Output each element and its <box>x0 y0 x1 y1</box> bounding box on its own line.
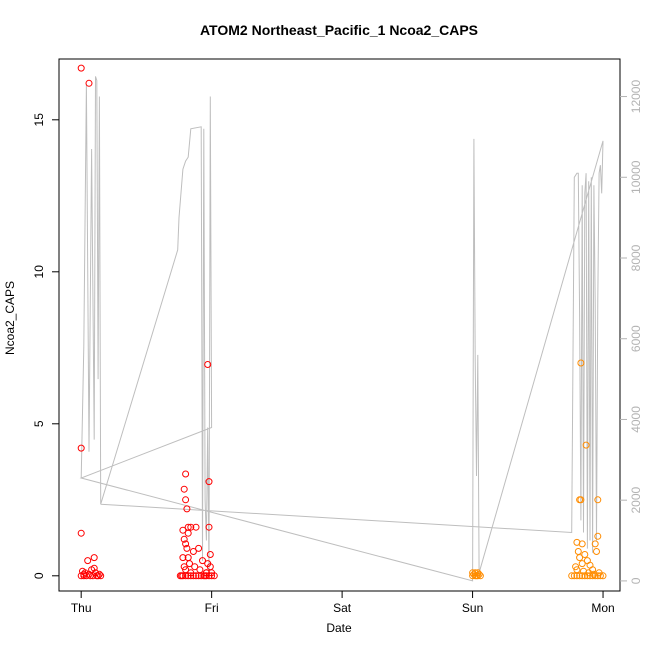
data-point-red <box>208 569 216 577</box>
data-point-orange <box>591 572 599 580</box>
y-tick-label: 10 <box>32 265 46 279</box>
x-tick-label: Sun <box>462 601 483 615</box>
points-layer <box>77 64 607 580</box>
y-axis-right: 0 2000 4000 6000 8000 10000 12000 <box>620 80 643 584</box>
data-point-orange <box>594 532 602 540</box>
data-point-orange <box>599 572 607 580</box>
data-point-red <box>86 572 94 580</box>
data-point-red <box>189 548 197 555</box>
data-point-red <box>90 564 98 572</box>
data-point-orange <box>476 572 484 580</box>
data-point-red <box>195 544 203 552</box>
data-point-red <box>206 551 214 558</box>
y-tick-label: 0 <box>32 572 46 579</box>
data-point-red <box>180 535 188 543</box>
y-tick-label: 5 <box>32 420 46 427</box>
data-point-red <box>184 523 192 531</box>
data-point-red <box>90 554 98 562</box>
data-point-orange <box>471 572 479 580</box>
data-point-red <box>187 572 195 580</box>
data-point-red <box>182 572 190 580</box>
data-point-orange <box>469 572 477 580</box>
data-point-orange <box>594 572 602 580</box>
data-point-orange <box>593 548 600 555</box>
data-point-orange <box>576 554 584 562</box>
data-point-red <box>77 529 85 537</box>
data-point-red <box>189 572 197 580</box>
data-point-orange <box>590 570 598 578</box>
y2-tick-label: 0 <box>629 577 643 584</box>
data-point-red <box>94 572 102 580</box>
data-point-red <box>95 570 103 578</box>
x-tick-label: Fri <box>205 601 219 615</box>
data-point-red <box>179 526 187 534</box>
data-point-orange <box>577 359 585 367</box>
data-point-orange <box>578 572 586 580</box>
data-point-red <box>179 554 187 562</box>
data-point-red <box>196 566 204 574</box>
x-tick-label: Mon <box>591 601 614 615</box>
data-point-orange <box>578 560 586 568</box>
data-point-orange <box>594 496 602 504</box>
secondary-series-line <box>79 76 604 582</box>
y-axis-label: Ncoa2_CAPS <box>3 281 17 355</box>
chart-title: ATOM2 Northeast_Pacific_1 Ncoa2_CAPS <box>200 22 478 38</box>
data-point-red <box>182 470 190 478</box>
x-axis: Thu Fri Sat Sun Mon <box>71 591 615 615</box>
y2-tick-label: 2000 <box>629 487 643 514</box>
data-point-red <box>183 544 191 552</box>
data-point-orange <box>581 551 589 558</box>
x-tick-label: Thu <box>71 601 92 615</box>
x-axis-label: Date <box>326 621 352 635</box>
data-point-red <box>182 496 190 504</box>
data-point-orange <box>578 540 586 548</box>
data-point-orange <box>573 572 581 580</box>
data-point-red <box>199 557 206 565</box>
data-point-red <box>186 560 193 568</box>
data-point-red <box>202 569 210 577</box>
y2-tick-label: 6000 <box>629 325 643 352</box>
y-axis-left: 0 5 10 15 <box>32 113 59 579</box>
data-point-orange <box>474 572 482 580</box>
data-point-red <box>179 572 187 580</box>
y2-tick-label: 8000 <box>629 244 643 271</box>
data-point-red <box>183 505 191 513</box>
data-point-red <box>176 572 184 580</box>
data-point-red <box>77 64 85 72</box>
data-point-orange <box>591 540 599 548</box>
data-point-red <box>77 444 85 452</box>
data-point-red <box>77 572 85 580</box>
data-point-red <box>191 563 199 571</box>
data-point-red <box>192 523 200 531</box>
data-point-red <box>85 79 93 87</box>
data-point-red <box>204 361 212 368</box>
data-point-orange <box>475 570 483 578</box>
plot-frame <box>58 58 621 592</box>
data-point-orange <box>576 572 584 580</box>
x-tick-label: Sat <box>333 601 352 615</box>
data-point-red <box>192 572 200 580</box>
data-point-orange <box>576 496 584 504</box>
data-point-red <box>187 523 195 531</box>
data-point-red <box>84 557 92 565</box>
data-point-red <box>97 572 105 580</box>
y2-tick-label: 10000 <box>629 160 643 194</box>
data-point-orange <box>568 572 576 580</box>
y-tick-label: 15 <box>32 113 46 127</box>
y2-tick-label: 4000 <box>629 406 643 433</box>
data-point-red <box>205 523 213 531</box>
data-point-red <box>205 478 213 486</box>
data-point-orange <box>570 572 578 580</box>
y2-tick-label: 12000 <box>629 80 643 114</box>
data-point-red <box>184 572 192 580</box>
data-point-red <box>182 540 190 548</box>
data-point-orange <box>596 572 604 580</box>
secondary-line-layer <box>79 76 604 582</box>
data-point-orange <box>582 441 590 449</box>
data-point-red <box>180 485 188 493</box>
